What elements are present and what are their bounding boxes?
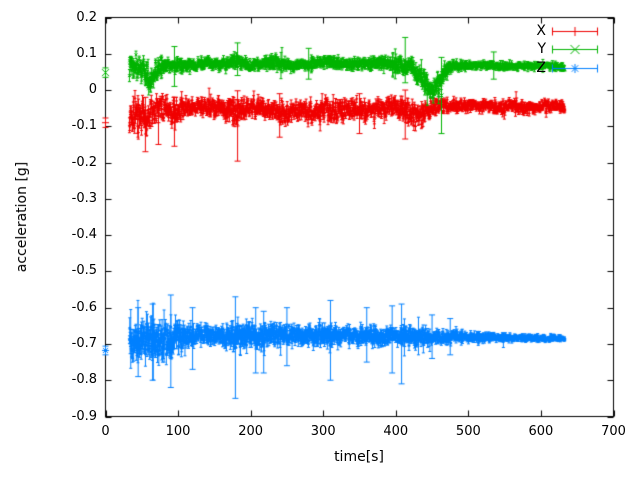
y-tick-label: -0.8 — [71, 372, 97, 388]
x-tick-label: 500 — [455, 424, 481, 439]
y-tick-label: -0.2 — [71, 154, 97, 170]
y-tick-label: -0.9 — [71, 408, 97, 424]
y-tick-label: 0 — [88, 82, 97, 98]
x-tick-label: 400 — [383, 424, 409, 439]
x-tick-label: 0 — [101, 424, 110, 439]
y-tick-label: -0.6 — [71, 299, 97, 315]
legend-label-y: Y — [537, 41, 546, 57]
x-tick-label: 200 — [238, 424, 264, 439]
legend-label-x: X — [536, 23, 546, 39]
x-tick-label: 600 — [528, 424, 554, 439]
y-tick-label: -0.3 — [71, 190, 97, 206]
y-tick-label: -0.1 — [71, 118, 97, 134]
y-tick-label: -0.4 — [71, 227, 97, 243]
y-tick-label: 0.2 — [76, 9, 97, 25]
y-tick-label: -0.5 — [71, 263, 97, 279]
x-tick-label: 700 — [601, 424, 626, 439]
y-axis-title: acceleration [g] — [14, 161, 30, 273]
x-tick-label: 100 — [165, 424, 191, 439]
y-tick-label: -0.7 — [71, 335, 97, 351]
x-tick-label: 300 — [310, 424, 336, 439]
x-axis-title: time[s] — [334, 449, 384, 465]
legend-label-z: Z — [536, 60, 546, 76]
y-tick-label: 0.1 — [76, 45, 97, 61]
